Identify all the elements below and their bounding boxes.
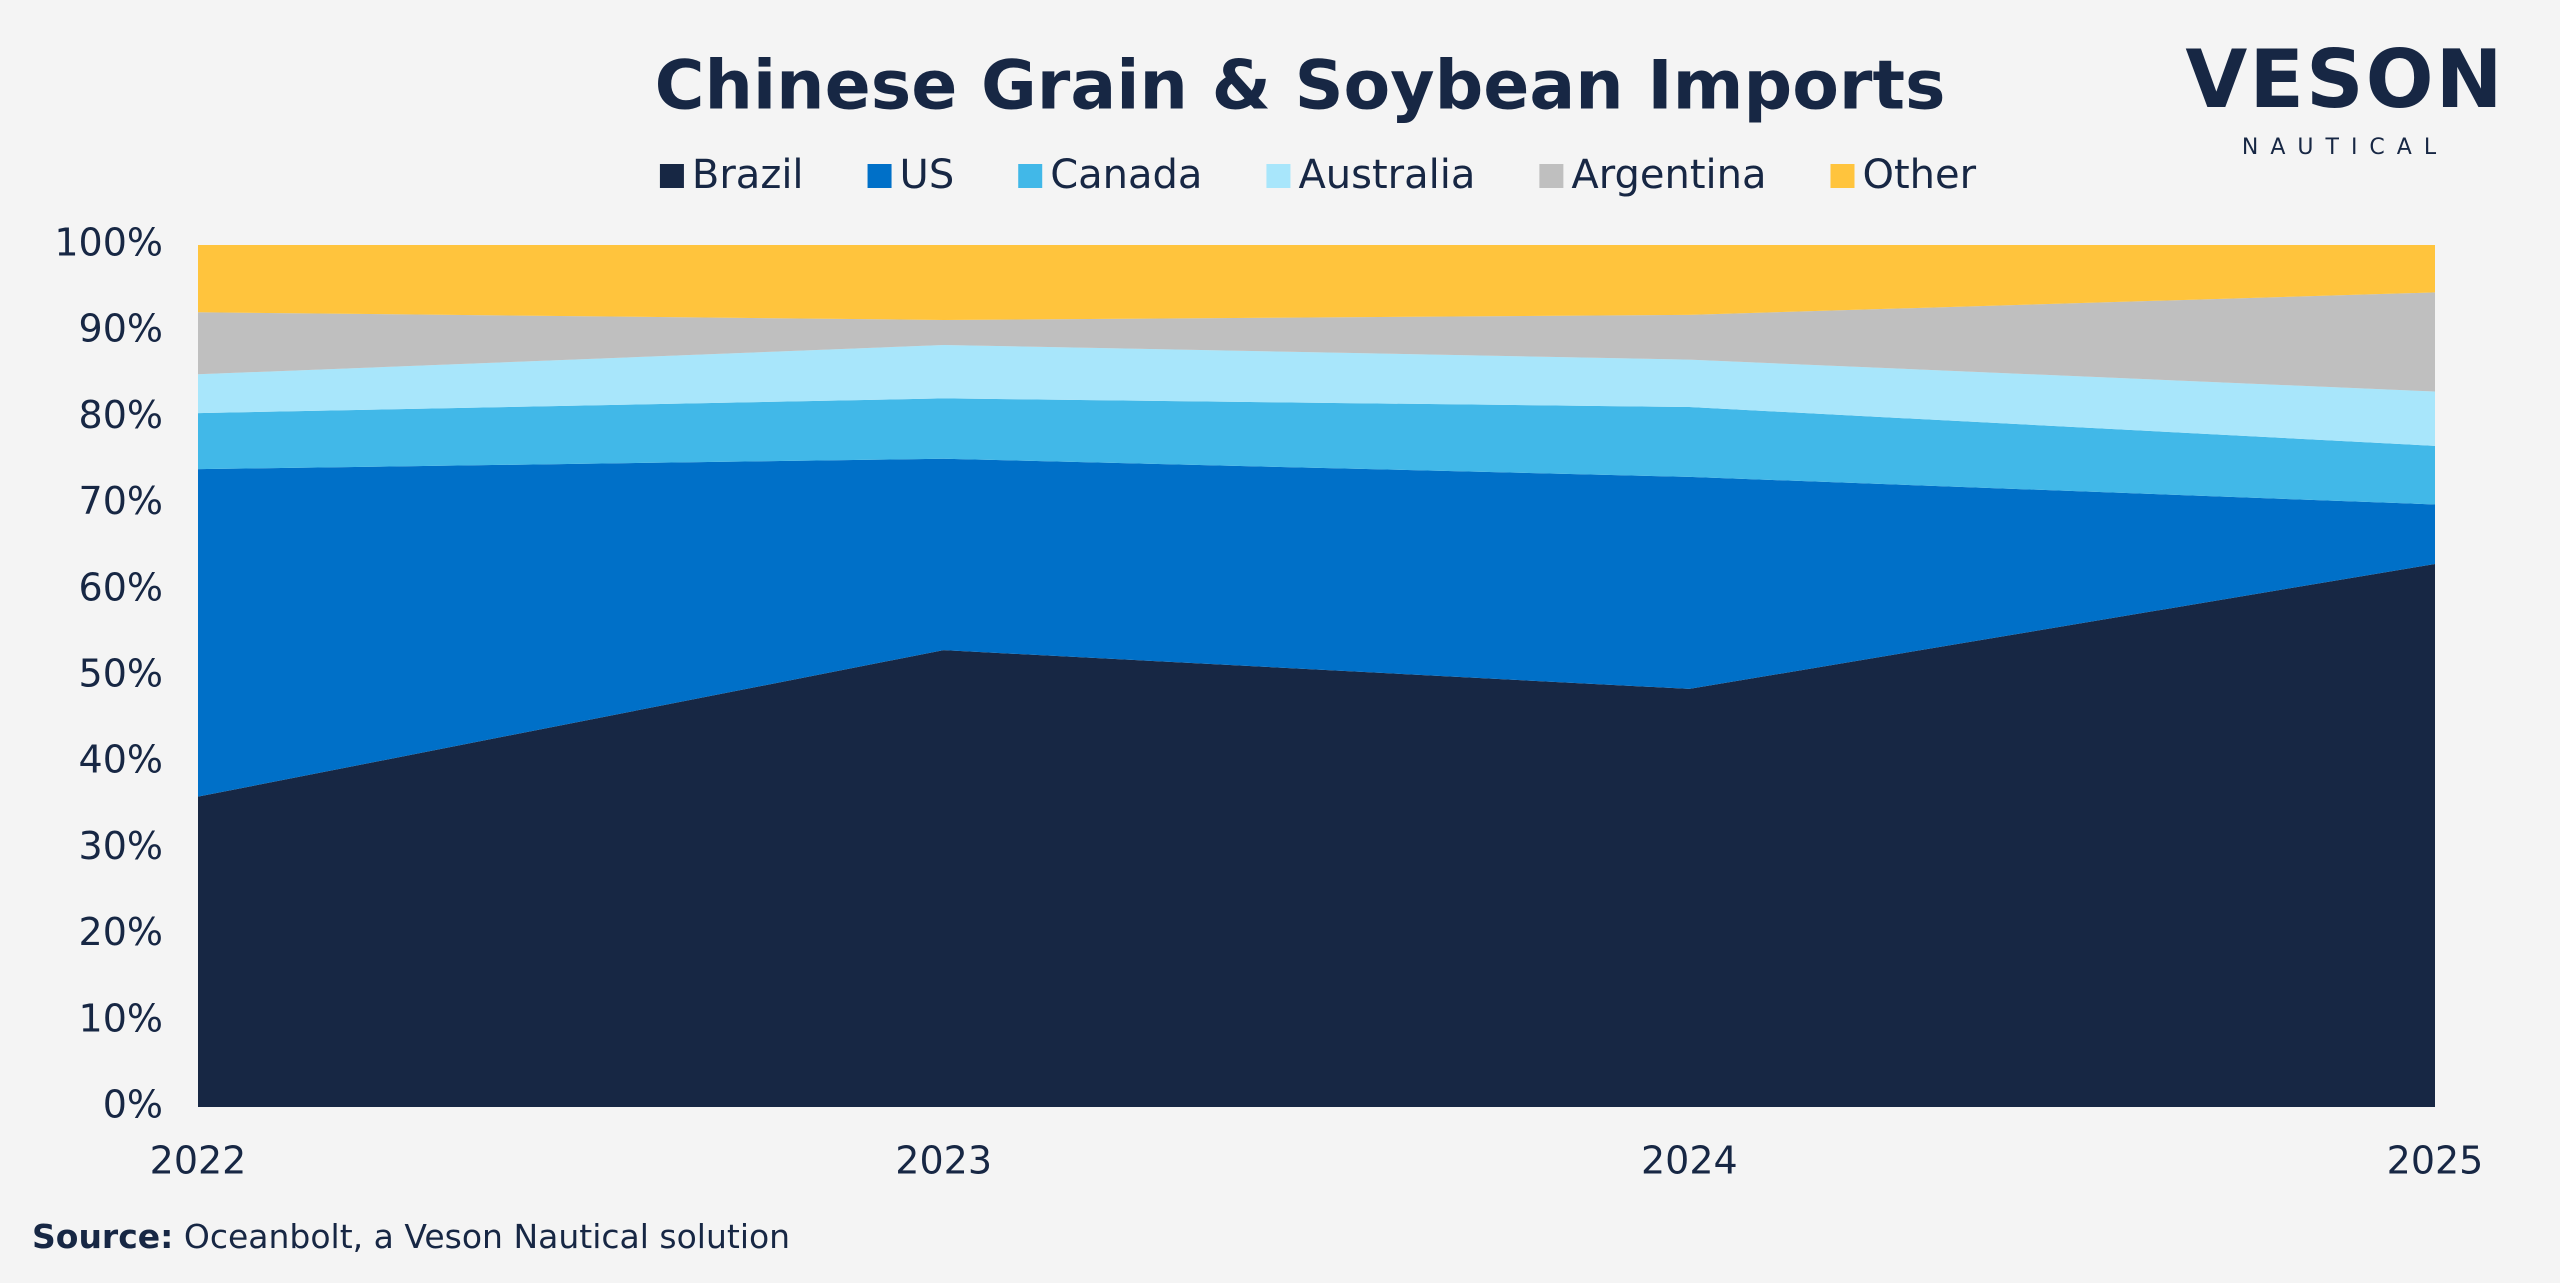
source-label: Source: — [32, 1217, 173, 1256]
area — [198, 458, 2435, 797]
x-tick-label: 2023 — [895, 1139, 992, 1183]
legend-label: US — [900, 152, 955, 198]
legend-swatch — [1830, 164, 1855, 188]
legend-label: Brazil — [692, 152, 804, 198]
y-tick-label: 60% — [79, 565, 163, 609]
y-tick-label: 70% — [79, 479, 163, 523]
legend-label: Argentina — [1571, 152, 1766, 198]
area — [198, 563, 2435, 1107]
legend-label: Other — [1863, 152, 1977, 198]
legend-swatch — [867, 164, 892, 188]
x-tick-label: 2025 — [2387, 1139, 2484, 1183]
legend-swatch — [1539, 164, 1564, 188]
source-text: Oceanbolt, a Veson Nautical solution — [184, 1217, 790, 1256]
y-tick-label: 10% — [79, 996, 163, 1040]
legend: Brazil US Canada Australia Argentina Other — [659, 152, 1977, 198]
source: Source: Oceanbolt, a Veson Nautical solu… — [32, 1217, 790, 1256]
legend-swatch — [1266, 164, 1291, 188]
area — [198, 245, 2435, 320]
chart-title: Chinese Grain & Soybean Imports — [655, 47, 1946, 126]
y-tick-label: 40% — [79, 738, 163, 782]
legend-label: Australia — [1298, 152, 1475, 198]
legend-swatch — [1018, 164, 1043, 188]
legend-swatch — [659, 164, 684, 188]
y-tick-label: 0% — [103, 1083, 163, 1127]
area — [198, 398, 2435, 505]
y-tick-label: 50% — [79, 652, 163, 696]
x-tick-label: 2024 — [1641, 1139, 1738, 1183]
x-tick-label: 2022 — [150, 1139, 247, 1183]
area — [198, 292, 2435, 392]
y-tick-label: 30% — [79, 824, 163, 868]
y-tick-label: 20% — [79, 910, 163, 954]
legend-label: Canada — [1050, 152, 1202, 198]
logo-name: VESON — [2185, 33, 2504, 126]
plot: 0% 10% 20% 30% 40% 50% 60% 70% 80% 90% 100% 2022 202… — [54, 221, 2483, 1183]
y-tick-label: 90% — [79, 307, 163, 351]
y-tick-label: 100% — [54, 221, 163, 265]
y-tick-label: 80% — [79, 393, 163, 437]
area — [198, 344, 2435, 446]
logo-tagline: NAUTICAL — [2242, 135, 2448, 160]
